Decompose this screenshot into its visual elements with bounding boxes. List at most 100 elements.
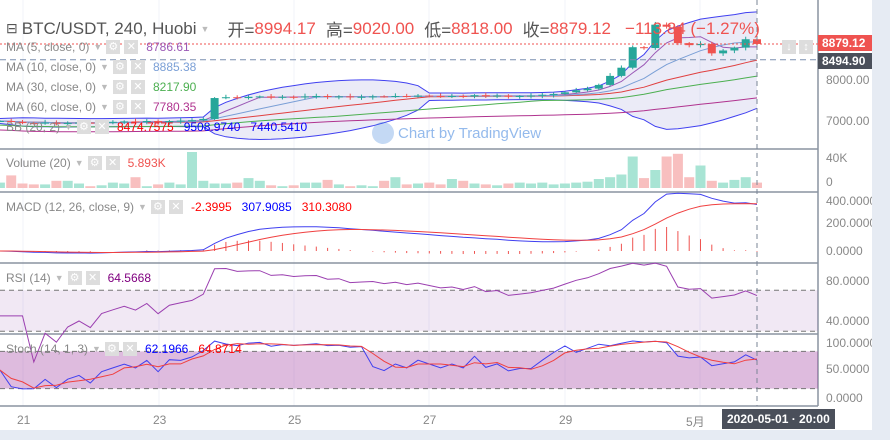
ma-price-tag: 8494.90	[818, 53, 872, 69]
volume-bar	[492, 185, 503, 188]
candle-body	[696, 43, 705, 46]
volume-bar	[243, 178, 254, 188]
close-icon[interactable]: ✕	[105, 156, 120, 170]
candle-body	[707, 43, 716, 54]
volume-bar	[96, 185, 107, 188]
volume-bar	[51, 180, 62, 188]
candle-body	[7, 121, 16, 122]
legend-stoch[interactable]: Stoch (14, 1, 3) ▼ ⚙ ✕ 62.1966 64.8714	[6, 342, 242, 356]
open-label: 开=	[227, 21, 255, 40]
chevron-down-icon[interactable]: ▼	[100, 102, 109, 112]
close-icon[interactable]: ✕	[124, 40, 139, 54]
legend-ma5[interactable]: MA (5, close, 0) ▼ ⚙ ✕ 8786.61	[6, 40, 190, 54]
price-tick: 7000.00	[826, 114, 870, 128]
close-icon[interactable]: ✕	[130, 100, 145, 114]
close-icon[interactable]: ✕	[168, 200, 183, 214]
candle-body	[346, 96, 355, 98]
volume-bar	[729, 179, 740, 188]
volume-bar	[752, 182, 762, 188]
volume-bar	[695, 165, 706, 188]
legend-volume[interactable]: Volume (20) ▼ ⚙ ✕ 5.893K	[6, 156, 166, 170]
chevron-down-icon[interactable]: ▼	[54, 273, 64, 283]
close-icon[interactable]: ✕	[130, 60, 145, 74]
volume-bar	[74, 183, 84, 188]
scale-fit-icon[interactable]: ↕	[799, 40, 813, 54]
volume-bar	[130, 177, 141, 188]
volume-bar	[153, 184, 164, 188]
bb-lower-value: 7440.5410	[250, 120, 308, 134]
tradingview-watermark[interactable]: Chart by TradingView	[372, 122, 541, 144]
volume-bar	[232, 182, 243, 188]
bb-upper-value: 9508.9740	[183, 120, 241, 134]
candle-body	[741, 39, 750, 48]
stoch-k-line	[0, 340, 758, 390]
candle-body	[730, 47, 739, 51]
gear-icon[interactable]: ⚙	[150, 200, 165, 214]
volume-bar	[266, 185, 277, 188]
gear-icon[interactable]: ⚙	[67, 271, 82, 285]
volume-bar	[345, 186, 356, 188]
close-icon[interactable]: ✕	[122, 342, 137, 356]
candle-body	[255, 96, 264, 98]
chevron-down-icon[interactable]: ▼	[64, 122, 73, 132]
gear-icon[interactable]: ⚙	[112, 60, 127, 74]
gear-icon[interactable]: ⚙	[112, 100, 127, 114]
volume-bar	[220, 183, 231, 188]
chevron-down-icon[interactable]: ▼	[200, 23, 210, 34]
candle-body	[357, 96, 366, 98]
volume-bar	[209, 183, 220, 188]
candle-body	[504, 95, 513, 97]
gear-icon[interactable]: ⚙	[76, 120, 91, 134]
volume-bar	[187, 152, 197, 188]
legend-ma10[interactable]: MA (10, close, 0) ▼ ⚙ ✕ 8885.38	[6, 60, 196, 74]
collapse-icon[interactable]: ⊟	[6, 20, 18, 36]
gear-icon[interactable]: ⚙	[104, 342, 119, 356]
volume-bar	[62, 180, 73, 188]
watermark-text: Chart by TradingView	[398, 124, 542, 142]
gear-icon[interactable]: ⚙	[112, 80, 127, 94]
candle-body	[312, 95, 321, 97]
close-icon[interactable]: ✕	[94, 120, 109, 134]
bb-label: BB (20, 2)	[6, 120, 61, 134]
volume-bar	[469, 183, 480, 188]
ma5-value: 8786.61	[146, 40, 190, 54]
volume-value: 5.893K	[127, 156, 166, 170]
gear-icon[interactable]: ⚙	[106, 40, 121, 54]
chevron-down-icon[interactable]: ▼	[138, 202, 147, 212]
close-icon[interactable]: ✕	[130, 80, 145, 94]
chevron-down-icon[interactable]: ▼	[100, 62, 109, 72]
tradingview-logo-icon	[372, 122, 394, 144]
candle-body	[323, 95, 332, 97]
close-icon[interactable]: ✕	[85, 271, 100, 285]
volume-bar	[0, 182, 5, 188]
ma10-label: MA (10, close, 0)	[6, 60, 97, 74]
legend-bb[interactable]: BB (20, 2) ▼ ⚙ ✕ 8474.7575 9508.9740 7440.5410	[6, 120, 307, 134]
chevron-down-icon[interactable]: ▼	[93, 42, 103, 52]
gear-icon[interactable]: ⚙	[87, 156, 102, 170]
volume-bar	[593, 179, 604, 188]
chevron-down-icon[interactable]: ▼	[92, 344, 101, 354]
volume-tick: 0	[826, 175, 833, 189]
candle-body	[673, 26, 682, 44]
volume-bar	[503, 183, 514, 188]
chevron-down-icon[interactable]: ▼	[74, 158, 84, 168]
candle-body	[459, 95, 468, 97]
candle-body	[753, 39, 761, 44]
candle-body	[108, 121, 117, 123]
legend-rsi[interactable]: RSI (14) ▼ ⚙ ✕ 64.5668	[6, 271, 151, 285]
legend-ma60[interactable]: MA (60, close, 0) ▼ ⚙ ✕ 7780.35	[6, 100, 196, 114]
scale-down-icon[interactable]: ↓	[782, 40, 796, 54]
rsi-tick: 80.0000	[826, 274, 870, 288]
symbol-legend[interactable]: ⊟ BTC/USDT, 240, Huobi ▼ 开= 8994.17 高= 902…	[6, 16, 760, 41]
time-tick: 23	[153, 413, 167, 427]
rsi-value: 64.5668	[107, 271, 151, 285]
candle-body	[165, 121, 174, 123]
legend-ma30[interactable]: MA (30, close, 0) ▼ ⚙ ✕ 8217.90	[6, 80, 196, 94]
legend-macd[interactable]: MACD (12, 26, close, 9) ▼ ⚙ ✕ -2.3995 307.908…	[6, 200, 352, 214]
macd-signal-value: 310.3080	[301, 200, 352, 214]
volume-bar	[40, 184, 51, 188]
volume-bar	[367, 186, 378, 188]
chevron-down-icon[interactable]: ▼	[100, 82, 109, 92]
high-label: 高=	[325, 21, 353, 40]
